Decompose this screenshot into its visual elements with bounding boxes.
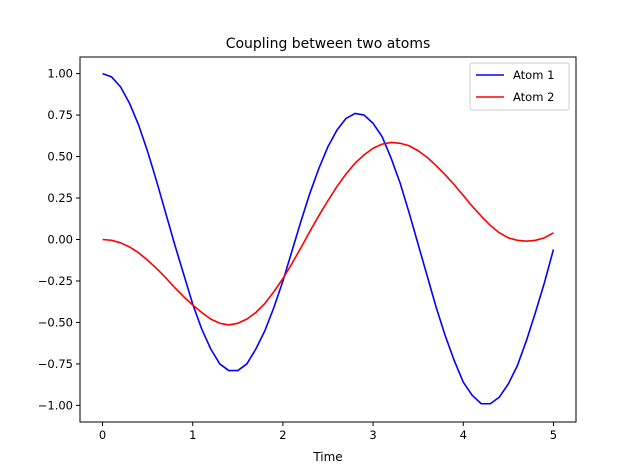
plot-frame: [79, 56, 577, 423]
y-axis: 1.00 0.75 0.50 0.25 0.00 −0.25 −0.50 −0.75 −1.00: [38, 67, 80, 412]
x-tick-label: 0: [99, 428, 106, 442]
x-tick-label: 5: [550, 428, 557, 442]
y-tick-label: 0.50: [47, 150, 73, 164]
legend-label-atom-2: Atom 2: [513, 90, 554, 104]
chart-title: Coupling between two atoms: [226, 36, 431, 52]
x-tick-label: 1: [189, 428, 196, 442]
x-axis-label: Time: [312, 450, 342, 464]
legend-label-atom-1: Atom 1: [513, 68, 554, 82]
legend: Atom 1 Atom 2: [469, 62, 570, 111]
y-tick-label: 0.75: [47, 108, 73, 122]
y-tick-label: −1.00: [38, 398, 73, 412]
y-tick-label: 0.25: [47, 191, 73, 205]
x-tick-label: 4: [460, 428, 467, 442]
series-line-atom-1: [102, 72, 555, 405]
x-tick-label: 3: [369, 428, 376, 442]
series-line-atom-2: [102, 141, 554, 326]
y-tick-label: −0.75: [38, 357, 73, 371]
y-tick-label: −0.50: [38, 315, 73, 329]
y-tick-label: 1.00: [47, 67, 73, 81]
x-tick-label: 2: [279, 428, 286, 442]
plot-series-layer: [102, 72, 555, 405]
x-axis: 0 1 2 3 4 5: [99, 422, 557, 442]
y-tick-label: −0.25: [38, 274, 73, 288]
y-tick-label: 0.00: [47, 233, 73, 247]
